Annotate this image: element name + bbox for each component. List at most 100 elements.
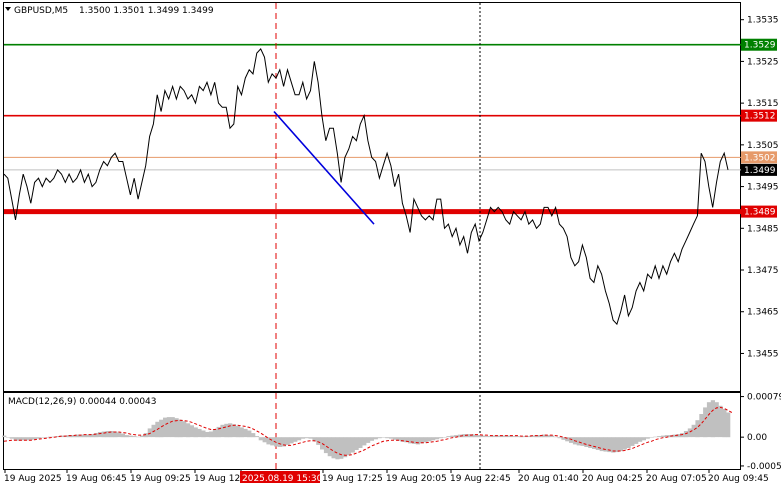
collapse-arrow-icon[interactable] xyxy=(5,7,11,11)
macd-bar xyxy=(128,435,133,438)
macd-bar xyxy=(461,434,466,438)
macd-bar xyxy=(97,432,103,438)
macd-bar xyxy=(362,437,367,446)
macd-bar xyxy=(392,437,397,440)
macd-bar xyxy=(254,436,260,438)
level-tag xyxy=(741,205,777,218)
level-tag-label: 1.3502 xyxy=(744,153,776,163)
macd-bar xyxy=(687,428,692,438)
symbol-title: GBPUSD,M5 xyxy=(14,6,68,16)
time-tick-label: 20 Aug 09:45 xyxy=(708,474,769,484)
price-line-series xyxy=(3,48,729,326)
macd-bar xyxy=(703,407,708,438)
macd-bar xyxy=(718,405,723,438)
macd-bar xyxy=(488,436,493,438)
macd-bar xyxy=(638,437,643,442)
time-tick-label: 19 Aug 09:25 xyxy=(130,474,191,484)
macd-bar xyxy=(661,435,666,438)
macd-bar xyxy=(289,437,294,444)
macd-bar xyxy=(251,433,256,438)
macd-bar xyxy=(113,431,118,438)
macd-bar xyxy=(507,435,512,438)
macd-bar xyxy=(569,437,574,443)
macd-bar xyxy=(538,435,543,438)
time-axis: 19 Aug 2025 19 Aug 06:45 19 Aug 09:25 19 Au… xyxy=(4,469,769,484)
macd-bar xyxy=(243,428,248,438)
price-level-tags: 1.3529 1.3512 1.3502 1.3489 1.3499 xyxy=(741,38,777,218)
macd-bar xyxy=(438,437,443,439)
macd-bar xyxy=(477,435,482,438)
level-tag xyxy=(741,38,777,51)
macd-bar xyxy=(86,434,91,438)
macd-bar xyxy=(170,417,175,438)
macd-bar xyxy=(224,423,229,438)
macd-bar xyxy=(205,432,210,438)
macd-bar xyxy=(622,437,627,450)
macd-bar xyxy=(300,437,306,439)
macd-signal-line xyxy=(3,406,733,456)
price-tick-label: 1.3475 xyxy=(747,266,779,276)
macd-bar xyxy=(557,437,562,439)
macd-bar xyxy=(247,430,252,438)
macd-bar xyxy=(431,437,436,441)
level-tag-label: 1.3512 xyxy=(744,112,776,122)
macd-bar xyxy=(534,435,539,438)
macd-bar xyxy=(500,435,505,438)
macd-bar xyxy=(561,437,566,440)
macd-bar xyxy=(469,434,474,438)
macd-bar xyxy=(281,437,286,447)
time-tick-label: 19 Aug 12 xyxy=(194,474,240,484)
macd-bar xyxy=(182,421,187,438)
macd-bar xyxy=(457,434,463,438)
macd-bar xyxy=(454,435,459,438)
macd-bar xyxy=(706,402,712,438)
macd-bar xyxy=(159,419,164,438)
macd-bar xyxy=(366,437,371,443)
macd-bar xyxy=(109,431,114,438)
macd-bar xyxy=(101,431,106,438)
price-tick-label: 1.3505 xyxy=(747,141,779,151)
macd-bar xyxy=(615,437,620,453)
macd-label: MACD(12,26,9) 0.00044 0.00043 xyxy=(8,397,157,407)
macd-bar xyxy=(147,428,152,438)
highlighted-time-tag xyxy=(240,471,320,483)
macd-bar xyxy=(435,437,440,440)
macd-bar xyxy=(377,437,382,439)
macd-bar xyxy=(55,436,60,438)
macd-bar xyxy=(174,418,179,438)
macd-tick-label: 0.00079 xyxy=(747,393,781,403)
macd-bar xyxy=(618,437,623,452)
macd-bar xyxy=(163,417,168,438)
macd-bar xyxy=(576,437,581,446)
macd-bar xyxy=(335,437,340,460)
macd-bar xyxy=(78,434,83,438)
macd-tick-label: 0.00 xyxy=(747,433,767,443)
macd-bar xyxy=(396,437,401,441)
macd-bar xyxy=(580,437,585,446)
macd-pane: 0.00079 0.00 -0.00056 MACD(12,26,9) 0.0004… xyxy=(2,392,781,472)
price-tick-label: 1.3455 xyxy=(747,349,779,359)
macd-bar xyxy=(28,437,34,440)
macd-bar xyxy=(672,434,677,438)
macd-bar xyxy=(193,427,198,438)
macd-bar xyxy=(630,437,635,446)
macd-bar xyxy=(339,437,344,459)
macd-bar xyxy=(408,437,413,444)
price-tick-label: 1.3465 xyxy=(747,308,779,318)
macd-bar xyxy=(683,431,689,438)
macd-bar xyxy=(710,400,715,438)
macd-bar xyxy=(726,412,731,438)
macd-bar xyxy=(17,437,22,441)
price-tick-label: 1.3495 xyxy=(747,183,779,193)
macd-bar xyxy=(220,424,225,438)
macd-bar xyxy=(664,435,669,438)
price-tick-label: 1.3535 xyxy=(747,16,779,26)
macd-bar xyxy=(691,424,696,438)
macd-bar xyxy=(385,437,390,439)
macd-bar xyxy=(235,425,240,438)
macd-bar xyxy=(484,436,489,438)
trendline xyxy=(273,110,375,225)
macd-bar xyxy=(216,426,221,438)
macd-bar xyxy=(584,437,589,447)
